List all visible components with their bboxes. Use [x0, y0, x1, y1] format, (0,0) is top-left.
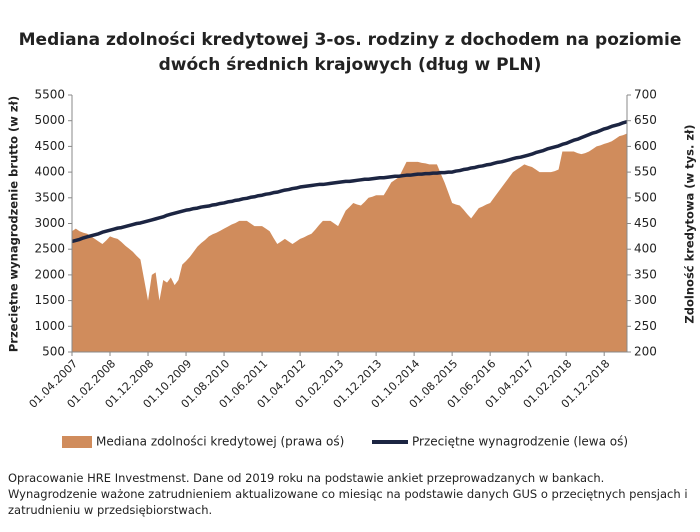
chart-title: dwóch średnich krajowych (dług w PLN) [159, 55, 542, 75]
y2-tick-label: 600 [634, 139, 657, 153]
y-tick-label: 2500 [34, 242, 65, 256]
y-tick-label: 4000 [34, 165, 65, 179]
y-axis-title: Przeciętne wynagrodzenie brutto (w zł) [7, 96, 21, 352]
y2-tick-label: 700 [634, 88, 657, 102]
y2-tick-label: 400 [634, 242, 657, 256]
legend-swatch [62, 436, 92, 448]
y-tick-label: 5000 [34, 113, 65, 127]
y2-tick-label: 200 [634, 345, 657, 359]
line [71, 120, 628, 244]
y-tick-label: 5500 [34, 88, 65, 102]
chart: Mediana zdolności kredytowej 3-os. rodzi… [7, 30, 697, 449]
area [72, 133, 627, 352]
chart-title: Mediana zdolności kredytowej 3-os. rodzi… [19, 30, 682, 50]
y-tick-label: 2000 [34, 267, 65, 281]
y2-tick-label: 350 [634, 267, 657, 281]
y2-tick-label: 550 [634, 165, 657, 179]
y2-tick-label: 250 [634, 319, 657, 333]
y-tick-label: 3500 [34, 190, 65, 204]
y2-axis-title: Zdolność kredytowa (w tys. zł) [683, 124, 697, 323]
y2-tick-label: 300 [634, 293, 657, 307]
y-tick-label: 1000 [34, 319, 65, 333]
y-tick-label: 4500 [34, 139, 65, 153]
y2-tick-label: 500 [634, 190, 657, 204]
y2-tick-label: 450 [634, 216, 657, 230]
y2-tick-label: 650 [634, 113, 657, 127]
y-tick-label: 3000 [34, 216, 65, 230]
y-tick-label: 500 [42, 345, 65, 359]
legend-label: Mediana zdolności kredytowej (prawa oś) [96, 435, 344, 449]
legend-label: Przeciętne wynagrodzenie (lewa oś) [412, 435, 628, 449]
y-tick-label: 1500 [34, 293, 65, 307]
footnote: Opracowanie HRE Investmenst. Dane od 201… [8, 471, 688, 517]
